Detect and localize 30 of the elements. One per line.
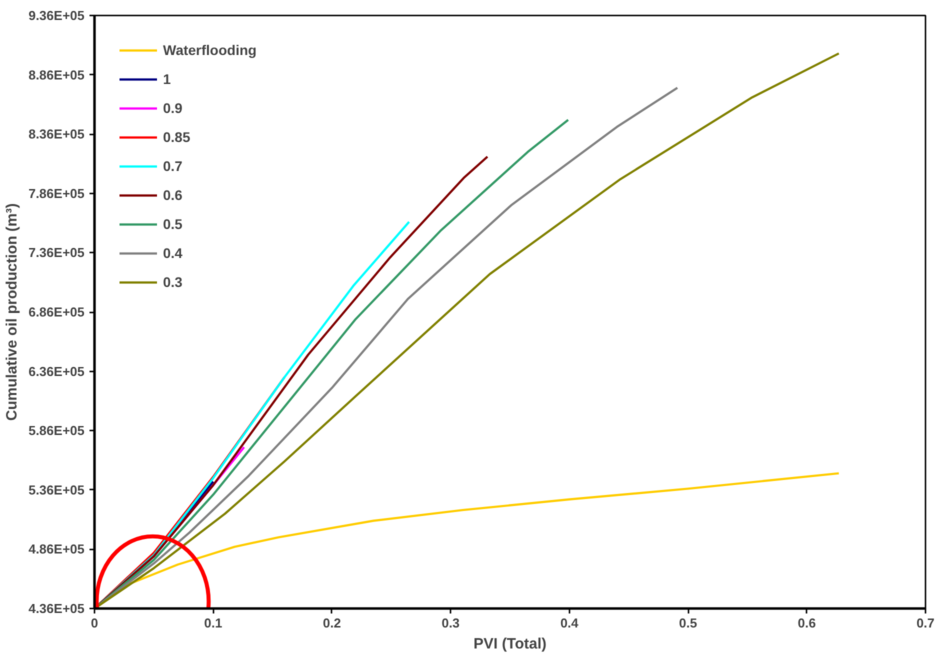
- x-tick-label: 0.7: [916, 616, 935, 630]
- y-tick-label: 7.86E+05: [28, 186, 85, 201]
- x-tick-label: 0.4: [560, 616, 580, 630]
- x-tick-label: 0: [90, 616, 98, 630]
- legend-label: 0.6: [163, 187, 183, 203]
- y-tick-label: 6.86E+05: [28, 304, 85, 320]
- y-tick-label: 7.36E+05: [28, 245, 85, 260]
- y-axis-title: Cumulative oil production (m³): [3, 203, 20, 421]
- legend-label: 1: [163, 71, 172, 87]
- x-tick-label: 0.6: [798, 616, 816, 630]
- x-tick-label: 0.2: [322, 616, 341, 630]
- y-tick-label: 5.86E+05: [28, 423, 85, 438]
- y-tick-label: 4.86E+05: [28, 542, 85, 557]
- legend-label: Waterflooding: [163, 42, 257, 58]
- x-tick-label: 0.3: [442, 616, 460, 630]
- y-tick-label: 8.36E+05: [28, 126, 85, 142]
- y-tick-label: 5.36E+05: [28, 482, 85, 498]
- legend-label: 0.7: [163, 158, 183, 174]
- legend-label: 0.85: [163, 129, 190, 145]
- legend-label: 0.4: [163, 245, 183, 261]
- x-tick-label: 0.1: [204, 616, 222, 630]
- x-tick-label: 0.5: [679, 616, 698, 630]
- x-axis-title: PVI (Total): [473, 636, 547, 652]
- legend-label: 0.5: [163, 216, 183, 232]
- y-tick-label: 6.36E+05: [28, 364, 85, 379]
- y-tick-label: 9.36E+05: [28, 8, 85, 23]
- legend-label: 0.3: [163, 274, 183, 290]
- y-tick-label: 4.36E+05: [28, 601, 85, 616]
- legend-label: 0.9: [163, 100, 183, 116]
- y-tick-label: 8.86E+05: [28, 67, 85, 82]
